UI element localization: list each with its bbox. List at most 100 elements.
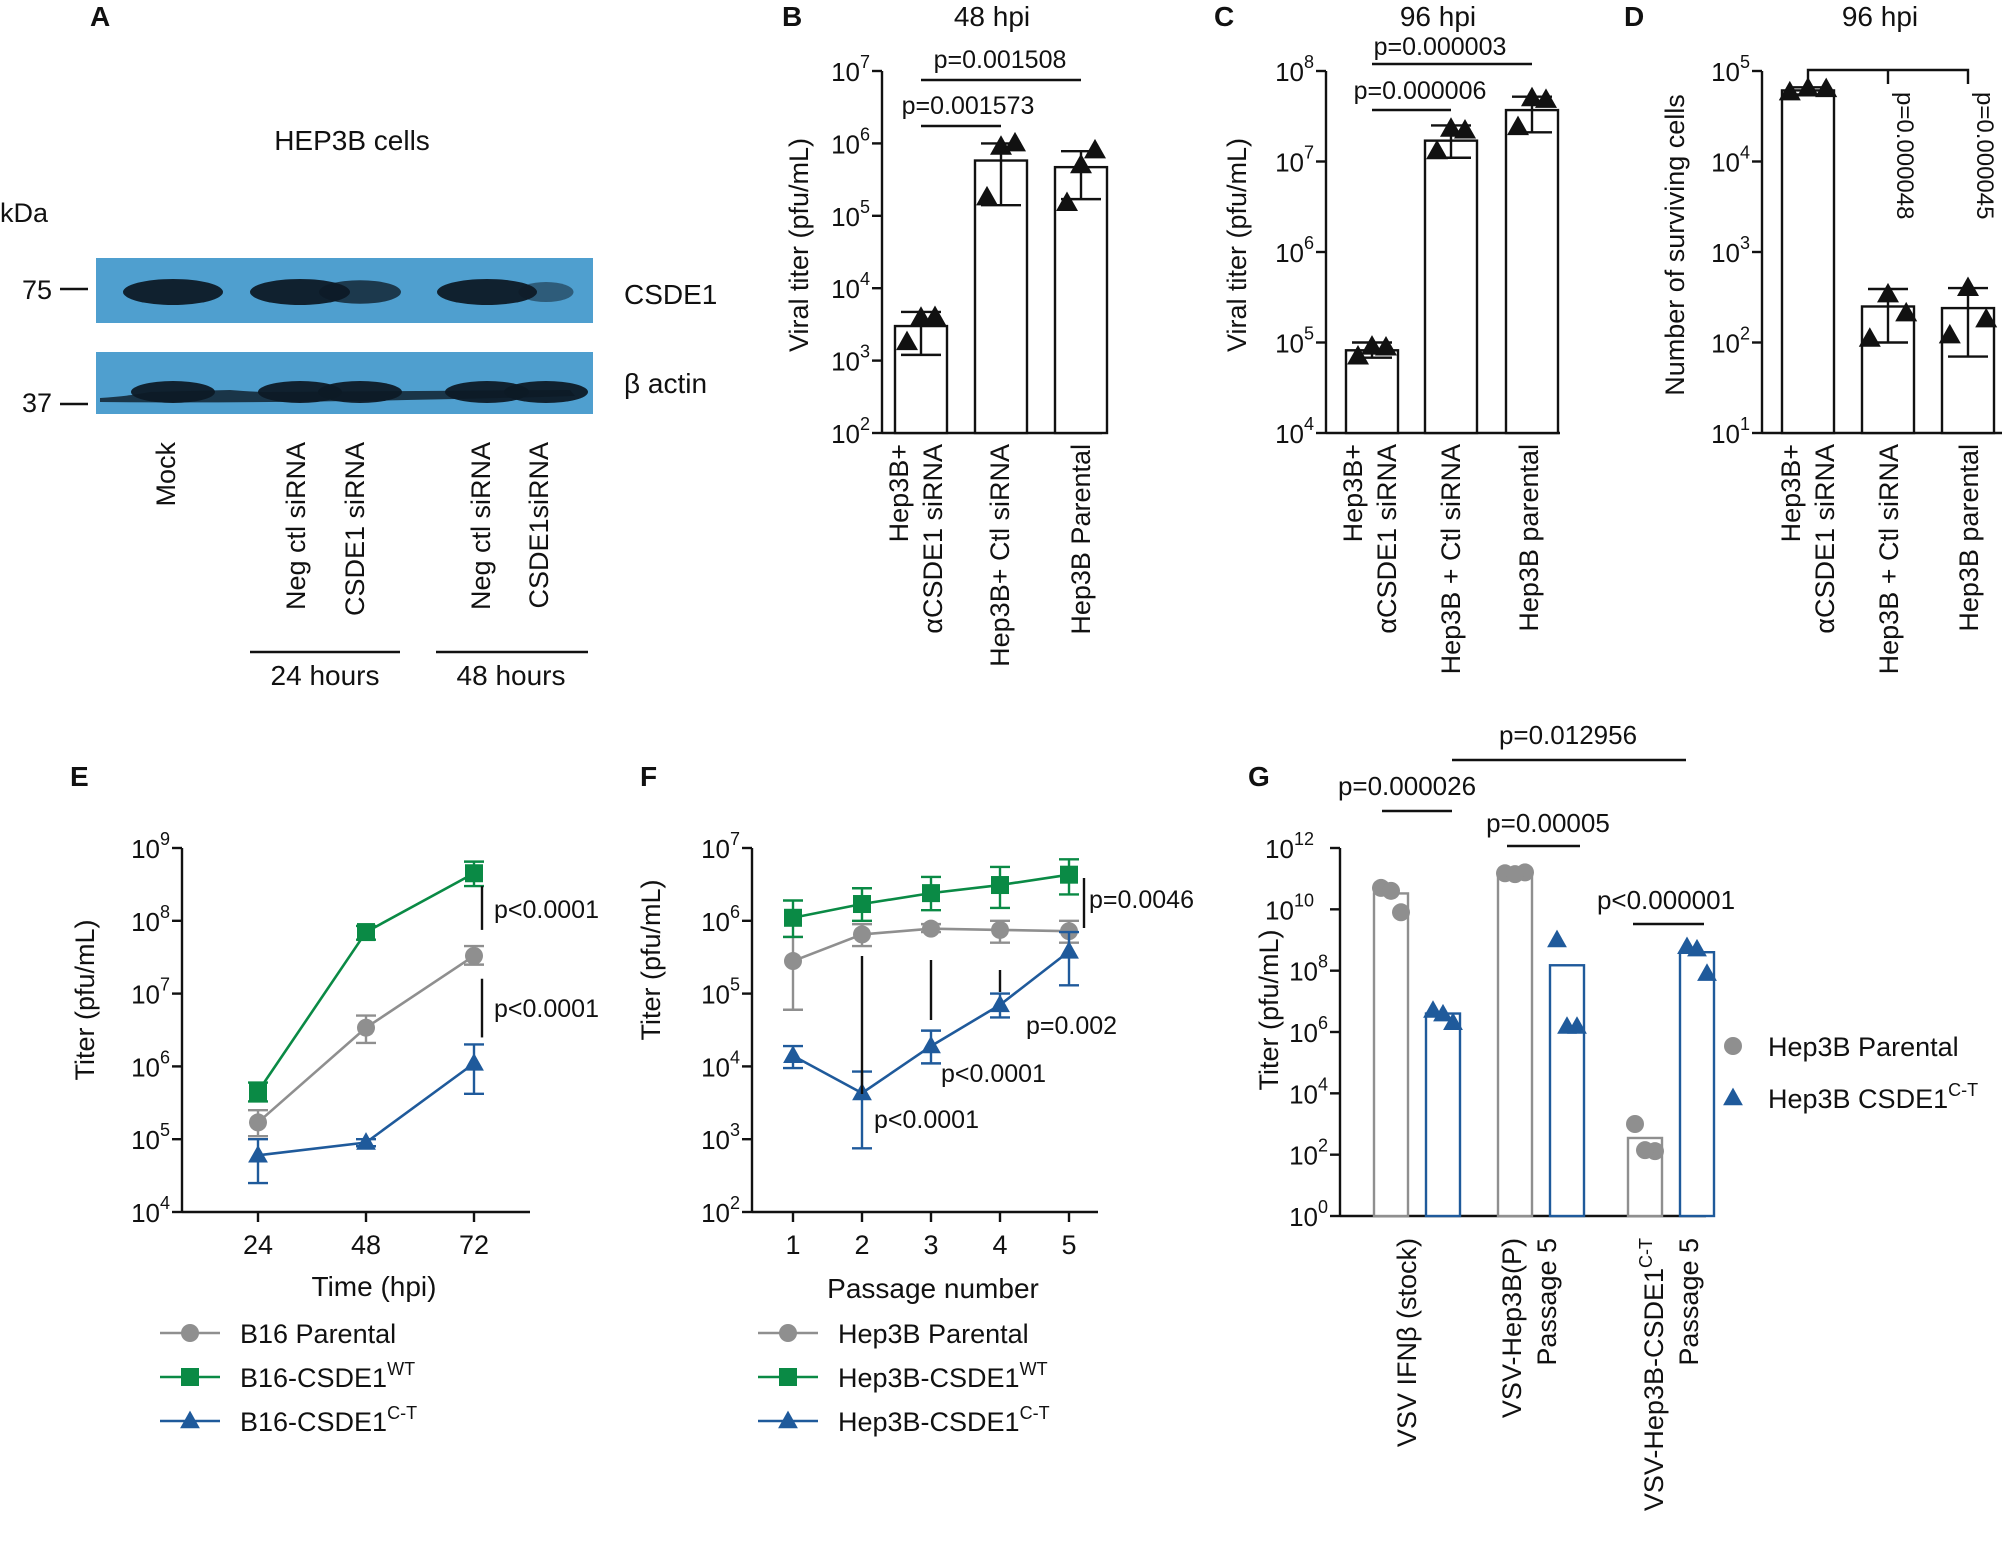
data-point — [1004, 131, 1026, 152]
blot-band-smear — [100, 390, 575, 403]
p-value-label: p=0.000003 — [1374, 33, 1507, 61]
x-tick-label: 48 — [351, 1230, 381, 1260]
p-value-label: p=0.000045 — [1971, 92, 1998, 219]
y-tick-exponent: 8 — [160, 902, 170, 922]
p-value-label: p=0.012956 — [1499, 720, 1637, 750]
panel-letter: E — [70, 761, 89, 792]
panel-e: E Titer (pfu/mL) Time (hpi) 104 105 106 107… — [70, 761, 599, 1437]
panel-letter: B — [782, 1, 802, 32]
data-point — [1507, 115, 1529, 136]
legend-label: Hep3B CSDE1C-T — [1768, 1080, 1978, 1114]
p-value-label: p=0.001508 — [934, 46, 1067, 74]
data-point — [784, 952, 802, 971]
band-label-actin: β actin — [624, 368, 707, 399]
data-point — [1975, 307, 1998, 328]
y-tick-label: 1010 — [1265, 890, 1314, 925]
panel-letter: A — [90, 1, 110, 32]
legend-marker — [779, 1324, 797, 1342]
kda-label: kDa — [0, 198, 49, 228]
data-point — [921, 1035, 941, 1054]
legend-label: Hep3B-CSDE1WT — [838, 1359, 1048, 1393]
data-point — [249, 1113, 267, 1132]
y-tick-exponent: 5 — [1740, 52, 1750, 72]
blot-band — [319, 280, 401, 304]
panel-f: F Titer (pfu/mL) Passage number 10210310… — [636, 761, 1194, 1437]
y-tick-exponent: 2 — [1318, 1136, 1328, 1156]
y-tick-exponent: 8 — [1318, 952, 1328, 972]
data-point — [1687, 938, 1707, 957]
x-tick-label: Hep3B+ Ctl siRNA — [985, 444, 1015, 667]
lane-label-neg-48: Neg ctl siRNA — [466, 442, 496, 610]
y-tick-label: 105 — [1275, 324, 1314, 359]
x-tick-label: VSV IFNβ (stock) — [1392, 1238, 1422, 1447]
legend-marker — [1723, 1087, 1743, 1106]
x-tick-label: αCSDE1 siRNA — [1810, 444, 1840, 634]
x-tick-label: Hep3B+ — [1776, 444, 1806, 542]
x-tick-label: VSV-Hep3B-CSDE1C-T — [1636, 1238, 1669, 1511]
lane-label-neg-24: Neg ctl siRNA — [281, 442, 311, 610]
y-tick-exponent: 6 — [730, 902, 740, 922]
data-point — [1535, 88, 1557, 108]
data-point — [1347, 345, 1369, 365]
y-tick-label: 104 — [131, 1193, 170, 1228]
legend-label-sup: C-T — [1020, 1403, 1050, 1423]
lane-label-csde1-48: CSDE1siRNA — [524, 442, 554, 609]
legend-marker — [779, 1368, 797, 1386]
chart-title: 48 hpi — [954, 1, 1030, 32]
y-tick-label: 105 — [1711, 52, 1750, 87]
actin-bands — [100, 381, 588, 403]
x-tick-label: Passage 5 — [1674, 1238, 1704, 1366]
y-tick-exponent: 5 — [730, 975, 740, 995]
data-point — [1440, 117, 1462, 137]
y-tick-exponent: 4 — [860, 269, 870, 289]
csde1-bands — [123, 279, 574, 305]
y-tick-label: 103 — [1711, 233, 1750, 268]
data-point — [1059, 941, 1079, 959]
legend-label: Hep3B Parental — [1768, 1032, 1959, 1062]
panel-b: B 48 hpi Viral titer (pfu/mL) 1021031041… — [782, 1, 1109, 667]
legend-label-sup: C-T — [1948, 1080, 1978, 1100]
y-tick-label: 106 — [1275, 233, 1314, 268]
data-point — [1056, 191, 1078, 212]
blot-band — [437, 279, 537, 305]
y-tick-label: 108 — [1275, 52, 1314, 87]
x-tick-label: 1 — [785, 1230, 800, 1260]
plot-g: 10010210410610810101012p=0.000026p=0.000… — [1265, 720, 1735, 1232]
y-tick-label: 107 — [131, 975, 170, 1010]
blot-band — [250, 279, 350, 305]
chart-title: 96 hpi — [1400, 1, 1476, 32]
y-tick-exponent: 1 — [1740, 414, 1750, 434]
data-point — [357, 923, 375, 942]
group-label-48h: 48 hours — [457, 660, 566, 691]
bar — [1424, 1012, 1462, 1218]
panel-g: G Titer (pfu/mL) 10010210410610810101012… — [1248, 720, 1978, 1511]
data-point — [464, 1053, 484, 1071]
p-value-label: p<0.0001 — [941, 1060, 1046, 1088]
bar — [1548, 964, 1586, 1218]
x-tick-label-sup: C-T — [1636, 1238, 1656, 1268]
data-point — [1697, 963, 1717, 981]
y-axis-label: Titer (pfu/mL) — [1254, 929, 1284, 1090]
p-value-label: p=0.000048 — [1891, 92, 1918, 219]
x-tick-label: Hep3B + Ctl siRNA — [1874, 444, 1904, 674]
y-tick-exponent: 6 — [1304, 233, 1314, 253]
data-point — [1382, 881, 1400, 900]
data-point — [1454, 119, 1476, 139]
p-value-label: p<0.0001 — [874, 1106, 979, 1134]
y-tick-exponent: 7 — [860, 52, 870, 72]
bar — [1780, 89, 1836, 435]
legend-g: Hep3B Parental Hep3B CSDE1C-T — [1723, 1032, 1978, 1114]
group-label-24h: 24 hours — [271, 660, 380, 691]
bar — [1496, 872, 1534, 1218]
y-tick-label: 108 — [131, 902, 170, 937]
data-point — [249, 1082, 267, 1101]
panel-d: D 96 hpi Number of surviving cells 10110… — [1624, 1, 2002, 674]
x-tick-label: Hep3B Parental — [1066, 444, 1096, 635]
p-value-label: p<0.0001 — [494, 995, 599, 1023]
panel-letter: C — [1214, 1, 1234, 32]
data-point — [1636, 1141, 1654, 1160]
y-tick-exponent: 12 — [1294, 829, 1314, 849]
y-tick-label: 104 — [831, 269, 870, 304]
panel-letter: F — [640, 761, 657, 792]
